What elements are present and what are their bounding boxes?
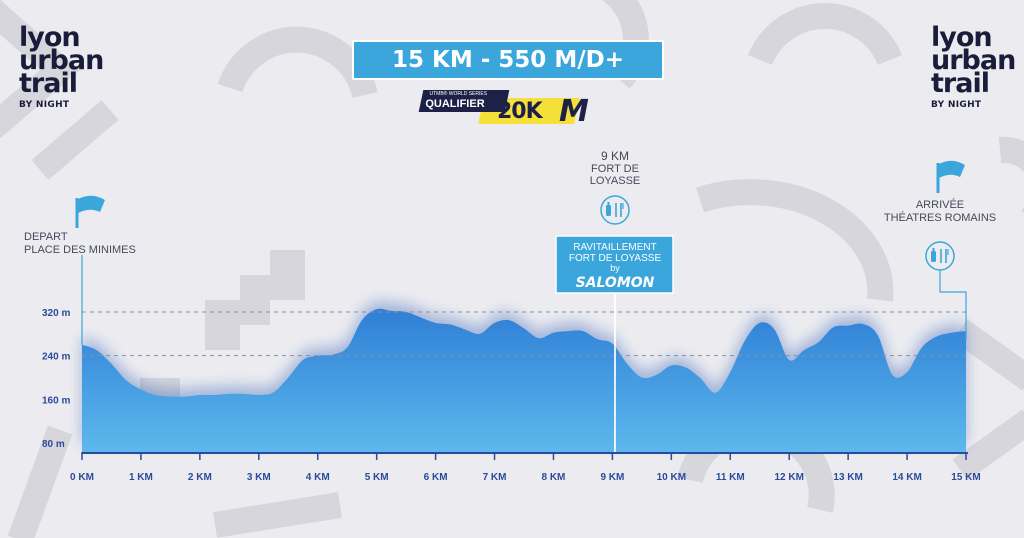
x-tick-label: 2 KM (188, 472, 212, 483)
x-tick-label: 13 KM (833, 472, 862, 483)
badge-distance: 20K (497, 99, 543, 124)
finish-marker: ARRIVÉE THÉATRES ROMAINS (884, 160, 996, 340)
aid-label-line3: by (610, 263, 620, 273)
start-label-line2: PLACE DES MINIMES (24, 244, 136, 256)
event-logo-right: lyon urban trail BY NIGHT (931, 22, 1016, 110)
event-logo-left: lyon urban trail BY NIGHT (19, 22, 104, 110)
logo-subtitle: BY NIGHT (19, 99, 70, 110)
x-tick-label: 1 KM (129, 472, 153, 483)
x-tick-label: 4 KM (306, 472, 330, 483)
badge-series: UTMB® WORLD SERIES (429, 91, 488, 97)
badge-label: QUALIFIER (425, 98, 485, 110)
start-label-line1: DEPART (24, 231, 68, 243)
logo-word-1: lyon (19, 22, 81, 53)
x-tick-label: 9 KM (600, 472, 624, 483)
x-tick-label: 8 KM (542, 472, 566, 483)
aid-label-line1: RAVITAILLEMENT (573, 242, 657, 253)
x-tick-label: 11 KM (716, 472, 745, 483)
logo-word-1: lyon (931, 22, 993, 53)
logo-word-2: urban (931, 45, 1016, 77)
flag-icon (75, 195, 105, 228)
finish-label-line2: THÉATRES ROMAINS (884, 211, 996, 224)
logo-word-3: trail (19, 68, 78, 100)
logo-word-2: urban (19, 45, 104, 77)
x-tick-label: 6 KM (424, 472, 448, 483)
x-tick-label: 3 KM (247, 472, 271, 483)
bottle-cutlery-icon (600, 195, 630, 225)
x-tick-label: 14 KM (892, 472, 921, 483)
finish-label-line1: ARRIVÉE (916, 198, 964, 211)
elevation-area (82, 308, 966, 452)
mid-label-line2: FORT DE (591, 163, 639, 175)
x-tick-label: 12 KM (774, 472, 803, 483)
x-tick-label: 5 KM (365, 472, 389, 483)
mid-marker: 9 KM FORT DE LOYASSE RAVITAILLEMENT FORT… (555, 149, 674, 452)
mid-label-line3: LOYASSE (590, 175, 641, 187)
elevation-chart: 80 m 160 m 240 m 320 m 0 KM 1 KM 2 KM 3 KM 4 KM… (42, 300, 981, 483)
x-tick-label: 10 KM (657, 472, 686, 483)
aid-station-box (555, 235, 674, 294)
flag-icon (936, 160, 965, 193)
y-tick-label: 240 m (42, 352, 70, 363)
start-marker: DEPART PLACE DES MINIMES (24, 195, 136, 345)
x-tick-label: 15 KM (951, 472, 980, 483)
sponsor-logo: SALOMON (576, 275, 655, 291)
aid-label-line2: FORT DE LOYASSE (569, 253, 662, 264)
x-tick-label: 7 KM (483, 472, 507, 483)
y-tick-label: 80 m (42, 439, 65, 450)
race-title: 15 KM - 550 M/D+ (352, 40, 664, 80)
y-tick-label: 160 m (42, 395, 70, 406)
mid-label-line1: 9 KM (601, 149, 629, 163)
finish-marker-line (939, 270, 967, 340)
logo-word-3: trail (931, 68, 990, 100)
y-tick-label: 320 m (42, 308, 70, 319)
badge-mark: M (559, 94, 589, 129)
stairs-decoration (140, 250, 305, 398)
bottle-cutlery-icon (925, 241, 955, 271)
x-tick-label: 0 KM (70, 472, 94, 483)
badge-dark-band: UTMB® WORLD SERIES QUALIFIER (418, 90, 510, 112)
logo-subtitle: BY NIGHT (931, 99, 982, 110)
